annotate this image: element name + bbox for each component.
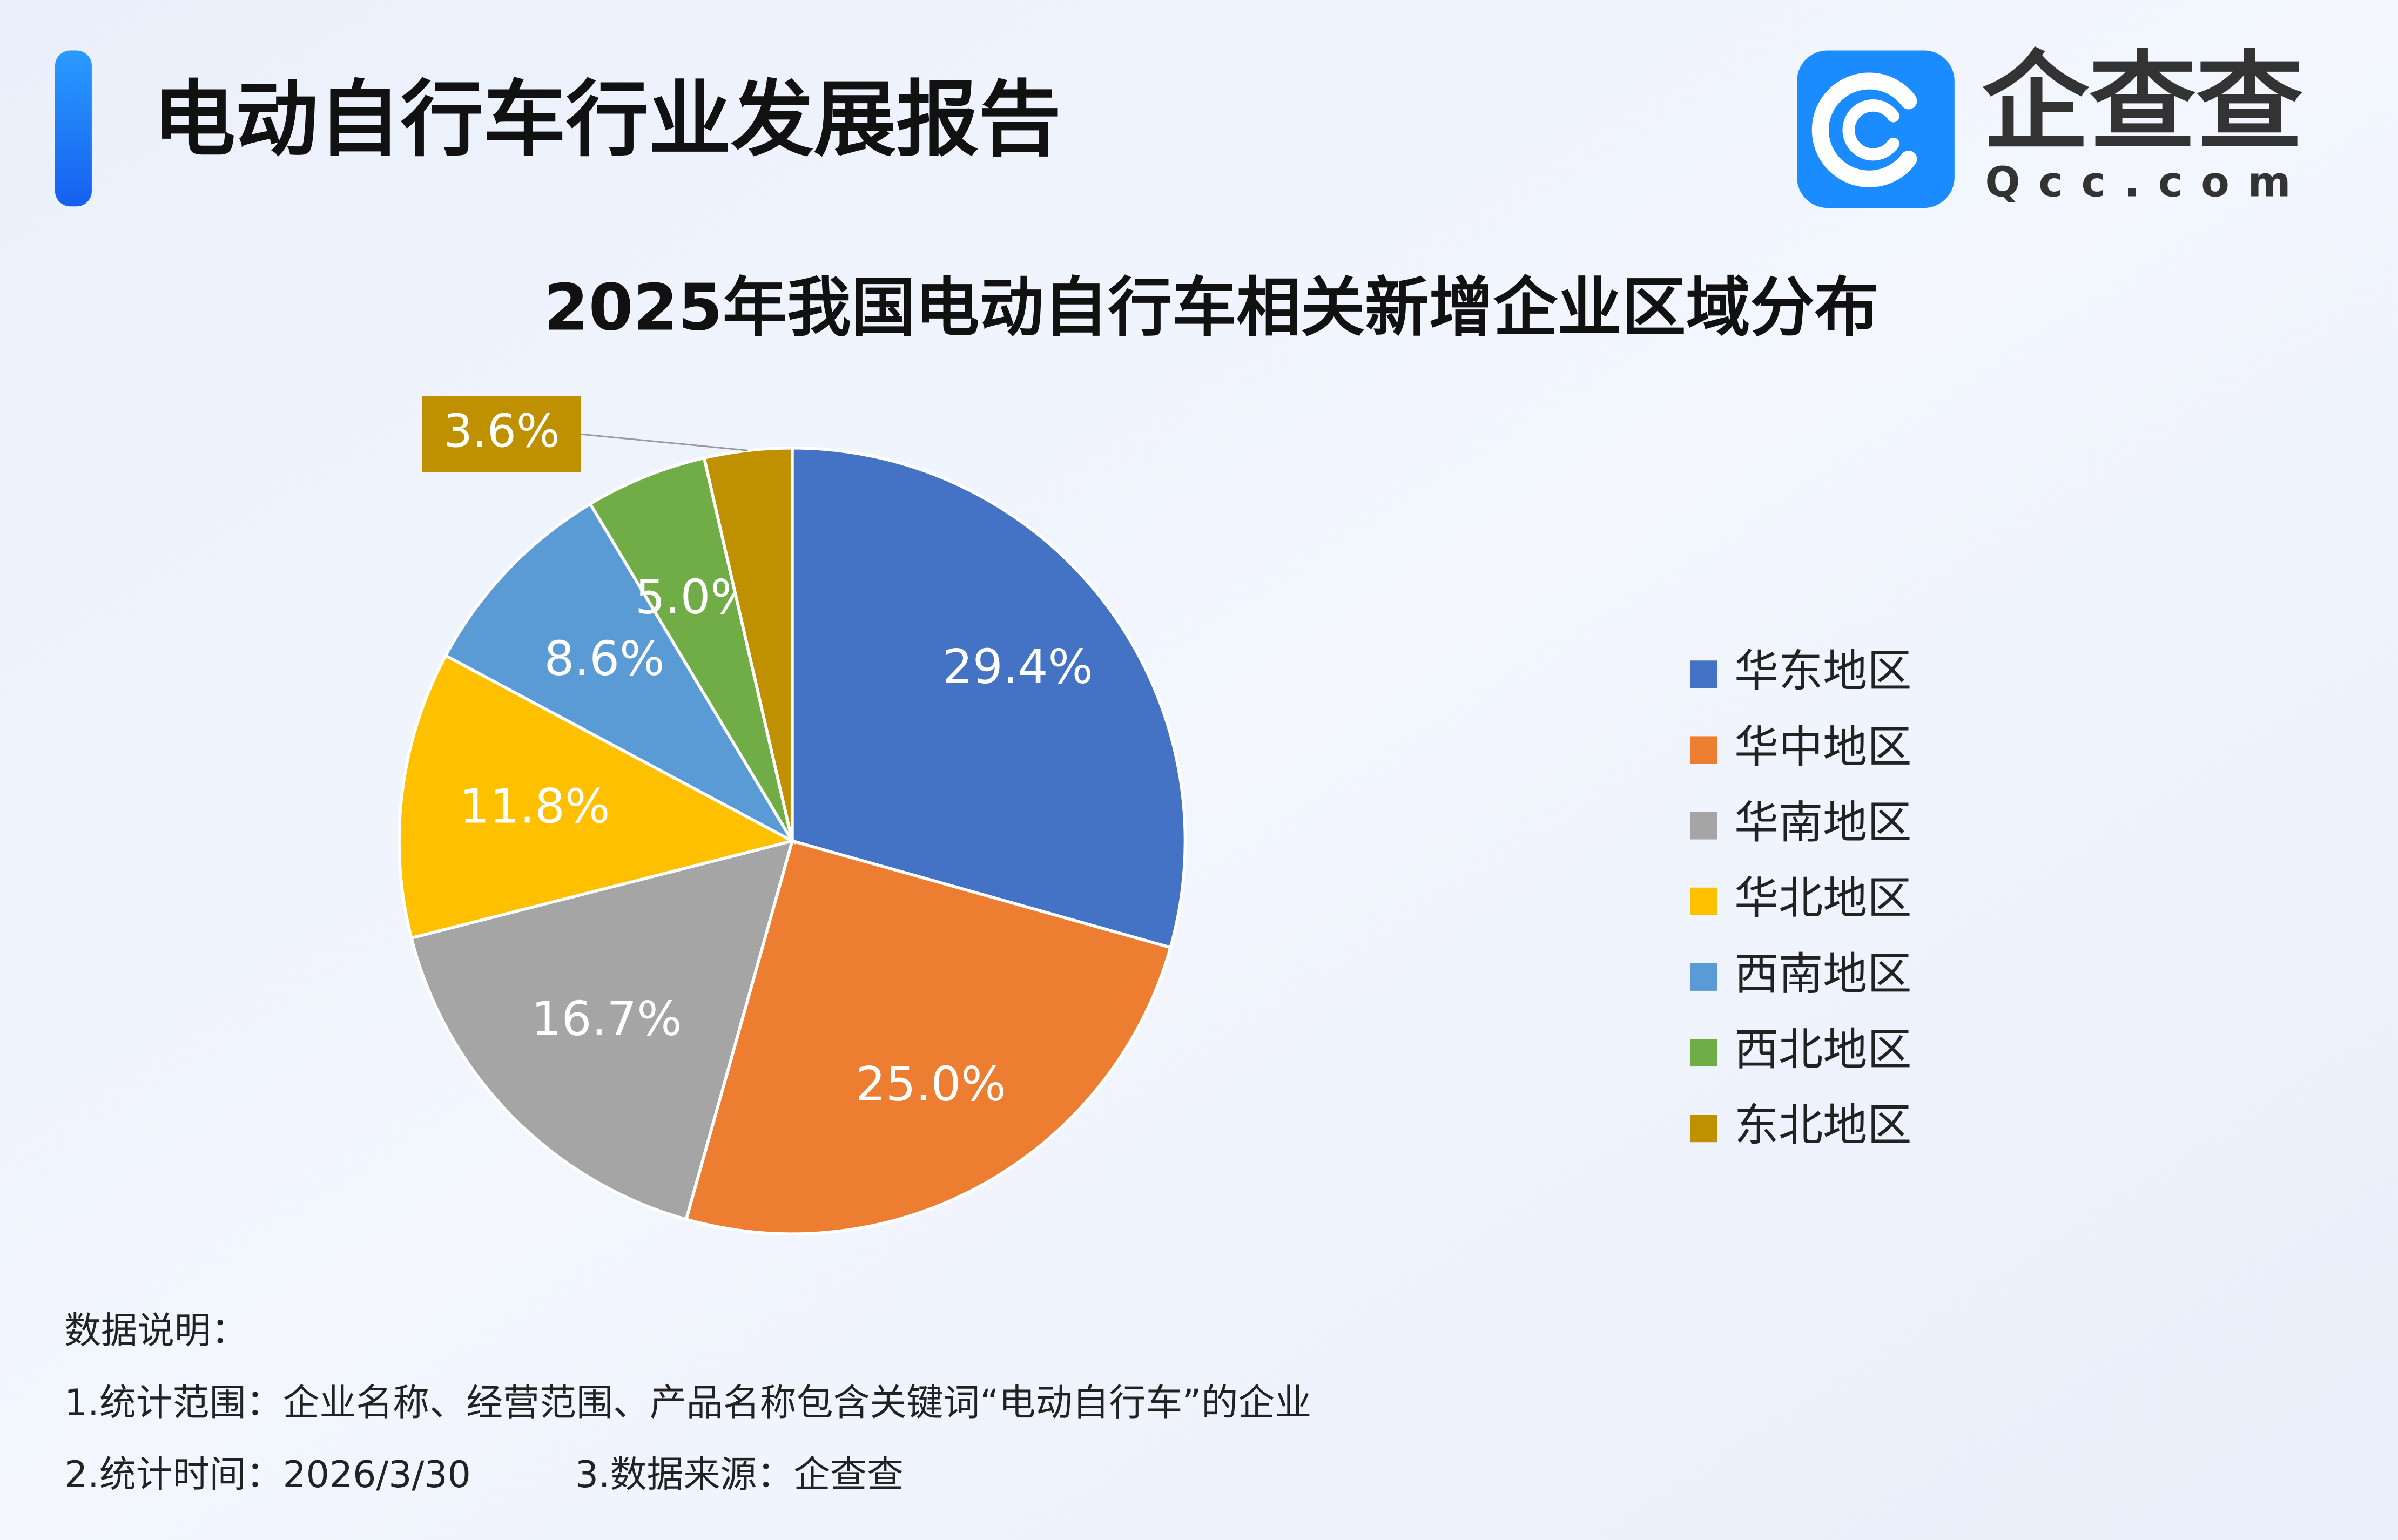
pie-slice bbox=[398, 653, 797, 940]
legend-swatch bbox=[1689, 812, 1717, 840]
logo-icon-c-inner bbox=[1842, 99, 1899, 161]
legend-label: 华北地区 bbox=[1734, 873, 1911, 924]
legend-label: 东北地区 bbox=[1734, 1100, 1911, 1151]
pie: 29.4%25.0%16.7%11.8%8.6%5.0%3.6% bbox=[398, 396, 1187, 1235]
legend-swatch bbox=[1689, 887, 1717, 915]
logo: 企查查 Qcc.com bbox=[1797, 40, 2309, 208]
legend-label: 华中地区 bbox=[1734, 721, 1911, 773]
pie-slice bbox=[684, 839, 1173, 1235]
pie-slice bbox=[443, 502, 797, 845]
legend-swatch bbox=[1689, 660, 1717, 688]
page-title: 电动自行车行业发展报告 bbox=[153, 72, 1061, 168]
legend-label: 华南地区 bbox=[1734, 798, 1911, 849]
pie-slice bbox=[409, 839, 794, 1221]
title-accent bbox=[55, 50, 92, 207]
legend-swatch bbox=[1689, 736, 1717, 764]
data-label: 25.0% bbox=[856, 1057, 1006, 1112]
notes-line: 3.数据来源：企查查 bbox=[575, 1454, 904, 1496]
pie-slice bbox=[588, 456, 794, 842]
data-label: 29.4% bbox=[942, 639, 1093, 694]
chart-title: 2025年我国电动自行车相关新增企业区域分布 bbox=[544, 271, 1878, 345]
notes-line: 2.统计时间：2026/3/30 bbox=[64, 1454, 471, 1496]
data-label: 11.8% bbox=[460, 779, 610, 834]
pie-slice bbox=[702, 446, 794, 842]
data-label: 3.6% bbox=[443, 405, 560, 458]
logo-name: 企查查 bbox=[1982, 40, 2303, 165]
legend-label: 西北地区 bbox=[1734, 1024, 1911, 1076]
data-label: 16.7% bbox=[531, 991, 682, 1046]
notes-heading: 数据说明： bbox=[64, 1310, 248, 1353]
legend-label: 华东地区 bbox=[1734, 646, 1911, 697]
data-label: 8.6% bbox=[544, 631, 665, 686]
notes-line: 1.统计范围：企业名称、经营范围、产品名称包含关键词“电动自行车”的企业 bbox=[64, 1382, 1311, 1424]
logo-icon-c bbox=[1811, 72, 1917, 187]
legend-label: 西南地区 bbox=[1734, 949, 1911, 1000]
leader-line bbox=[581, 433, 748, 451]
logo-domain: Qcc.com bbox=[1985, 159, 2309, 207]
data-label-box bbox=[422, 396, 582, 472]
pie-slice bbox=[790, 446, 1187, 950]
legend-swatch bbox=[1689, 1115, 1717, 1143]
legend-swatch bbox=[1689, 1039, 1717, 1067]
legend-swatch bbox=[1689, 963, 1717, 991]
